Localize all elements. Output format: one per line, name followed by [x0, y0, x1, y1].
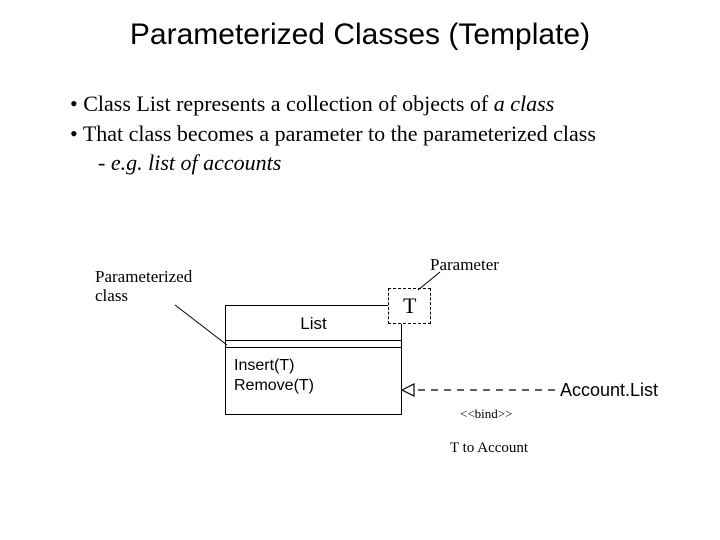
uml-template-param: T	[388, 288, 431, 324]
pointer-param-class	[175, 305, 227, 345]
uml-class-list: List Insert(T) Remove(T)	[225, 305, 402, 415]
uml-diagram: Parameterized class Parameter List Inser…	[0, 0, 720, 540]
label-bind-stereotype: <<bind>>	[460, 406, 512, 422]
uml-class-ops: Insert(T) Remove(T)	[226, 348, 401, 414]
label-param-class: Parameterized class	[95, 268, 205, 305]
label-parameter: Parameter	[430, 255, 499, 275]
uml-op-2: Remove(T)	[234, 376, 393, 396]
uml-bound-class: Account.List	[560, 380, 658, 401]
uml-op-1: Insert(T)	[234, 356, 393, 376]
uml-class-attrs	[226, 341, 401, 348]
realization-arrow	[402, 384, 555, 396]
label-bind-text: T to Account	[450, 440, 528, 457]
uml-class-name: List	[226, 306, 401, 341]
